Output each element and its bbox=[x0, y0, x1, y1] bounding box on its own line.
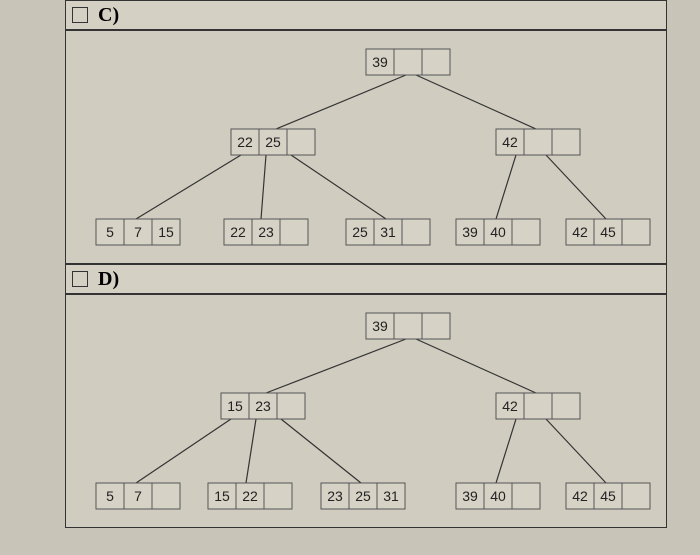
option-c-label: C) bbox=[98, 4, 119, 27]
svg-text:25: 25 bbox=[265, 134, 281, 150]
tree-c-diagram: 39 22 25 42 5 7 15 22 23 25 31 39 40 42 45 bbox=[66, 31, 666, 263]
option-d-checkbox[interactable] bbox=[72, 271, 88, 287]
svg-text:39: 39 bbox=[462, 224, 478, 240]
svg-text:7: 7 bbox=[134, 224, 142, 240]
svg-text:22: 22 bbox=[230, 224, 246, 240]
svg-text:31: 31 bbox=[380, 224, 396, 240]
svg-text:45: 45 bbox=[600, 224, 616, 240]
svg-text:45: 45 bbox=[600, 488, 616, 504]
svg-text:22: 22 bbox=[242, 488, 258, 504]
option-c-checkbox[interactable] bbox=[72, 7, 88, 23]
svg-text:42: 42 bbox=[502, 134, 518, 150]
svg-text:7: 7 bbox=[134, 488, 142, 504]
svg-text:5: 5 bbox=[106, 488, 114, 504]
svg-text:23: 23 bbox=[255, 398, 271, 414]
svg-text:39: 39 bbox=[462, 488, 478, 504]
svg-text:25: 25 bbox=[355, 488, 371, 504]
svg-text:40: 40 bbox=[490, 224, 506, 240]
tree-d-diagram: 39 15 23 42 5 7 15 22 23 25 31 39 40 42 45 bbox=[66, 295, 666, 527]
svg-text:39: 39 bbox=[372, 54, 388, 70]
option-c-header: C) bbox=[65, 0, 667, 30]
svg-text:15: 15 bbox=[214, 488, 230, 504]
option-d-panel: 39 15 23 42 5 7 15 22 23 25 31 39 40 42 45 bbox=[65, 294, 667, 528]
svg-text:15: 15 bbox=[227, 398, 243, 414]
svg-text:31: 31 bbox=[383, 488, 399, 504]
svg-text:40: 40 bbox=[490, 488, 506, 504]
svg-text:42: 42 bbox=[572, 488, 588, 504]
svg-text:39: 39 bbox=[372, 318, 388, 334]
option-d-label: D) bbox=[98, 268, 119, 291]
svg-text:42: 42 bbox=[502, 398, 518, 414]
svg-text:15: 15 bbox=[158, 224, 174, 240]
svg-text:23: 23 bbox=[327, 488, 343, 504]
option-d-header: D) bbox=[65, 264, 667, 294]
svg-text:42: 42 bbox=[572, 224, 588, 240]
svg-text:23: 23 bbox=[258, 224, 274, 240]
svg-text:5: 5 bbox=[106, 224, 114, 240]
svg-text:25: 25 bbox=[352, 224, 368, 240]
svg-text:22: 22 bbox=[237, 134, 253, 150]
option-c-panel: 39 22 25 42 5 7 15 22 23 25 31 39 40 42 45 bbox=[65, 30, 667, 264]
